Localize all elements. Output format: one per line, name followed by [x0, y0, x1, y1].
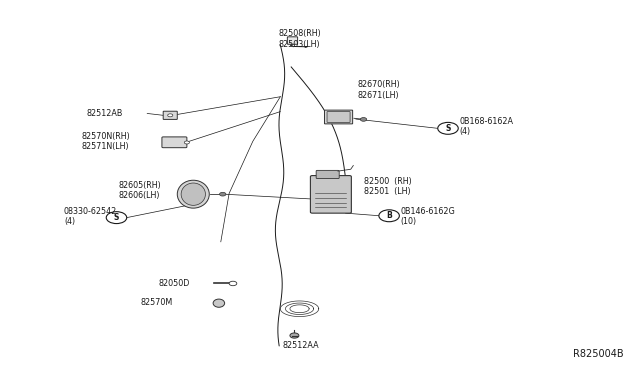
Text: 82050D: 82050D	[159, 279, 190, 288]
Text: 82508(RH)
82503(LH): 82508(RH) 82503(LH)	[278, 29, 321, 49]
Text: R825004B: R825004B	[573, 349, 624, 359]
Text: 08330-62542
(4): 08330-62542 (4)	[64, 207, 117, 226]
Text: 0B168-6162A
(4): 0B168-6162A (4)	[460, 117, 513, 136]
Circle shape	[438, 122, 458, 134]
FancyBboxPatch shape	[162, 137, 187, 148]
Text: 82605(RH)
82606(LH): 82605(RH) 82606(LH)	[118, 181, 161, 200]
Circle shape	[290, 333, 299, 338]
FancyBboxPatch shape	[324, 110, 353, 124]
Text: 82570N(RH)
82571N(LH): 82570N(RH) 82571N(LH)	[82, 132, 131, 151]
Circle shape	[106, 212, 127, 224]
Circle shape	[168, 114, 173, 117]
Circle shape	[379, 210, 399, 222]
FancyBboxPatch shape	[310, 176, 351, 213]
Circle shape	[184, 141, 189, 144]
FancyBboxPatch shape	[287, 37, 298, 44]
Text: 82512AB: 82512AB	[86, 109, 123, 118]
Ellipse shape	[213, 299, 225, 307]
Ellipse shape	[177, 180, 209, 208]
Circle shape	[229, 281, 237, 286]
Text: 0B146-6162G
(10): 0B146-6162G (10)	[401, 207, 456, 226]
Text: 82500  (RH)
82501  (LH): 82500 (RH) 82501 (LH)	[364, 177, 412, 196]
Text: 82570M: 82570M	[141, 298, 173, 307]
FancyBboxPatch shape	[163, 111, 177, 119]
Text: S: S	[114, 213, 119, 222]
Ellipse shape	[181, 183, 205, 205]
FancyBboxPatch shape	[327, 112, 350, 122]
Text: S: S	[445, 124, 451, 133]
Circle shape	[220, 192, 226, 196]
Text: B: B	[387, 211, 392, 220]
FancyBboxPatch shape	[316, 170, 339, 179]
Text: 82670(RH)
82671(LH): 82670(RH) 82671(LH)	[357, 80, 400, 100]
Circle shape	[360, 118, 367, 121]
Text: 82512AA: 82512AA	[283, 341, 319, 350]
